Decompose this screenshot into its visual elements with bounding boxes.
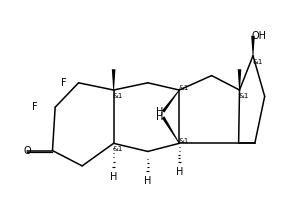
- Text: F: F: [61, 78, 67, 88]
- Text: &1: &1: [239, 93, 249, 99]
- Text: &1: &1: [113, 146, 123, 152]
- Text: F: F: [32, 102, 37, 112]
- Text: &1: &1: [252, 59, 263, 65]
- Text: H: H: [175, 167, 183, 177]
- Polygon shape: [251, 36, 255, 56]
- Polygon shape: [238, 69, 241, 90]
- Polygon shape: [162, 90, 180, 113]
- Text: H: H: [156, 107, 164, 117]
- Text: H: H: [110, 172, 117, 182]
- Polygon shape: [162, 116, 180, 143]
- Text: &1: &1: [178, 85, 189, 91]
- Text: H: H: [156, 112, 164, 122]
- Text: &1: &1: [113, 93, 123, 99]
- Text: &1: &1: [178, 138, 189, 144]
- Text: O: O: [23, 146, 31, 156]
- Text: H: H: [144, 176, 152, 186]
- Text: OH: OH: [251, 31, 266, 41]
- Polygon shape: [112, 69, 115, 90]
